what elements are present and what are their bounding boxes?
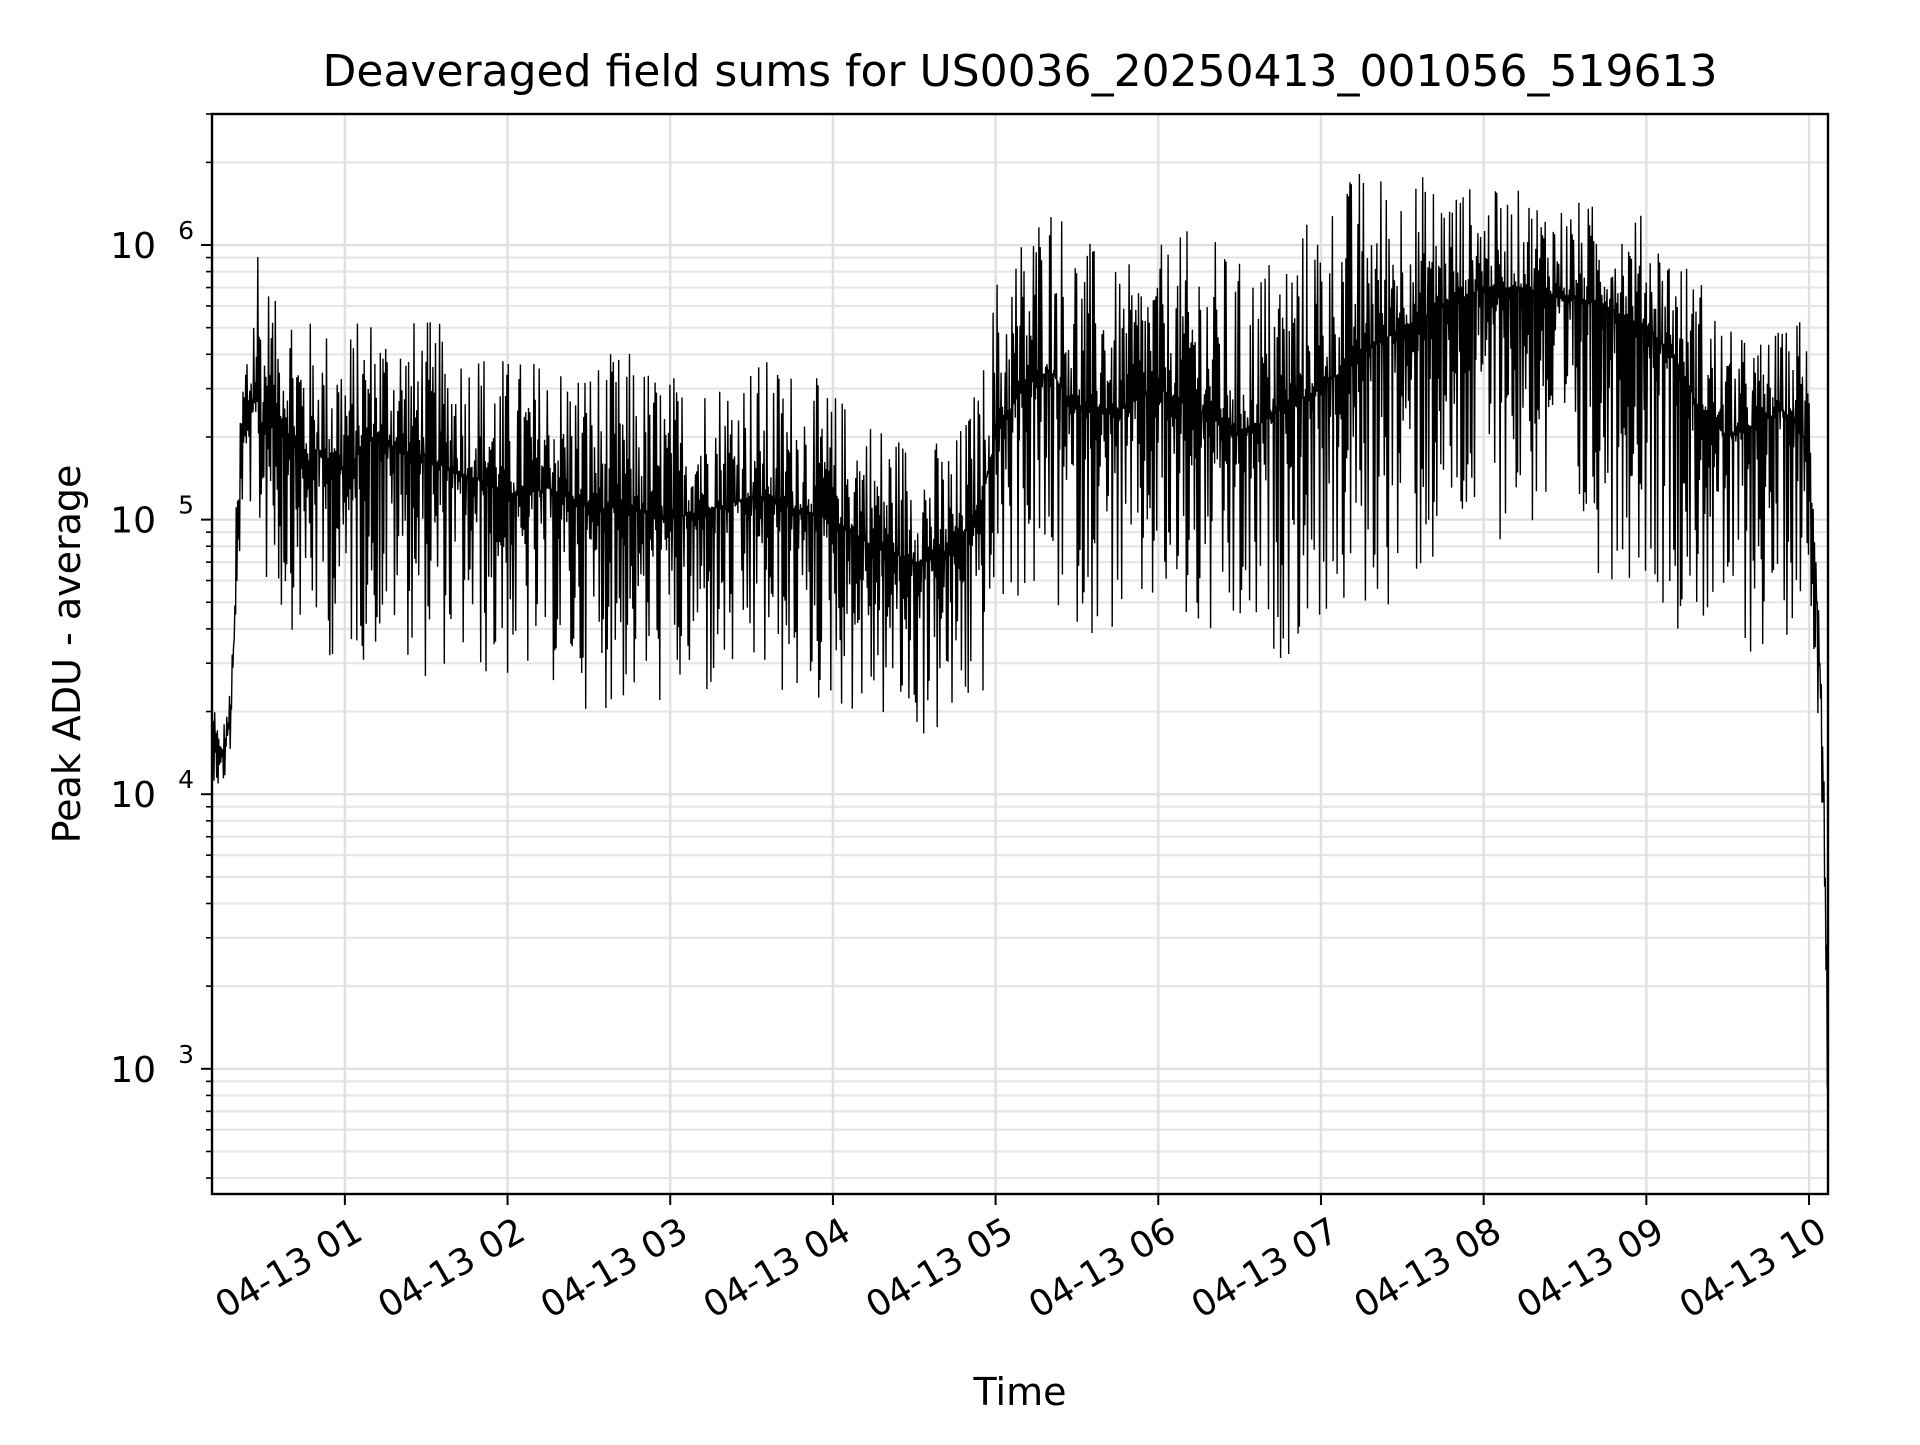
y-tick-exponent: 4 xyxy=(178,765,194,794)
plot-frame xyxy=(210,112,1830,1196)
minor-gridlines xyxy=(212,112,1828,1180)
y-tick-exponent: 6 xyxy=(178,216,194,245)
y-axis-label: Peak ADU - average xyxy=(45,465,89,844)
y-tick-label: 10 xyxy=(110,226,156,267)
chart-title: Deaveraged field sums for US0036_2025041… xyxy=(323,46,1718,97)
y-tick-label: 10 xyxy=(110,501,156,542)
major-gridlines xyxy=(212,114,1828,1194)
x-axis-label: Time xyxy=(973,1370,1067,1414)
y-tick-label: 10 xyxy=(110,1050,156,1091)
y-tick-exponent: 5 xyxy=(178,491,194,520)
series-line xyxy=(211,173,1829,1088)
series-layer xyxy=(211,173,1829,1088)
y-tick-label: 10 xyxy=(110,775,156,816)
y-tick-exponent: 3 xyxy=(178,1040,194,1069)
